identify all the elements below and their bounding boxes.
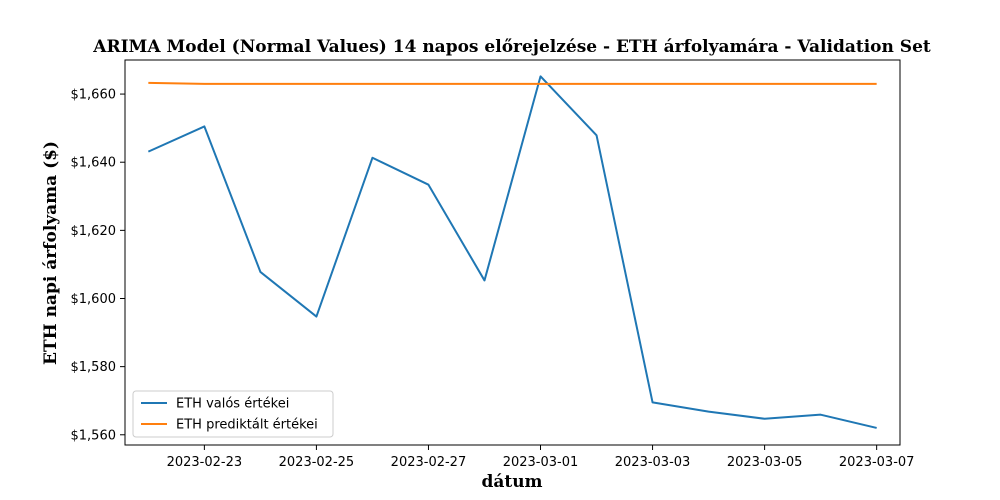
legend-entry-2: ETH prediktált értékei xyxy=(176,418,318,433)
chart-title: ARIMA Model (Normal Values) 14 napos elő… xyxy=(92,37,931,57)
x-tick-label: 2023-02-25 xyxy=(279,455,355,470)
y-tick-label: $1,600 xyxy=(71,292,117,307)
series-line-1 xyxy=(147,75,877,429)
x-tick-label: 2023-03-01 xyxy=(503,455,579,470)
x-tick-label: 2023-03-03 xyxy=(615,455,691,470)
x-axis-label: dátum xyxy=(481,472,542,492)
y-tick-label: $1,640 xyxy=(71,156,117,171)
x-tick-label: 2023-02-23 xyxy=(167,455,243,470)
y-axis-label: ETH napi árfolyama ($) xyxy=(41,141,61,365)
y-tick-label: $1,580 xyxy=(71,360,117,375)
x-tick-label: 2023-02-27 xyxy=(391,455,467,470)
legend-entry-1: ETH valós értékei xyxy=(176,397,289,412)
series-line-2 xyxy=(148,81,877,85)
y-tick-label: $1,660 xyxy=(71,88,117,103)
y-tick-label: $1,560 xyxy=(71,428,117,443)
x-tick-label: 2023-03-07 xyxy=(839,455,915,470)
plot-frame xyxy=(124,59,901,446)
legend-box xyxy=(132,390,334,438)
x-tick-label: 2023-03-05 xyxy=(727,455,803,470)
y-tick-label: $1,620 xyxy=(71,224,117,239)
plot-area: $1,560 $1,580 $1,600 $1,620 $1,640 $1,660 2023… xyxy=(71,59,915,470)
